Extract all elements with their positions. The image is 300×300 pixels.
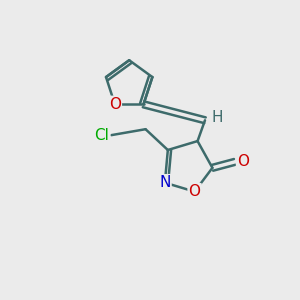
Text: O: O: [109, 97, 121, 112]
Text: H: H: [212, 110, 223, 125]
Text: O: O: [237, 154, 249, 169]
Text: O: O: [189, 184, 201, 199]
Text: Cl: Cl: [94, 128, 109, 142]
Text: N: N: [159, 175, 170, 190]
